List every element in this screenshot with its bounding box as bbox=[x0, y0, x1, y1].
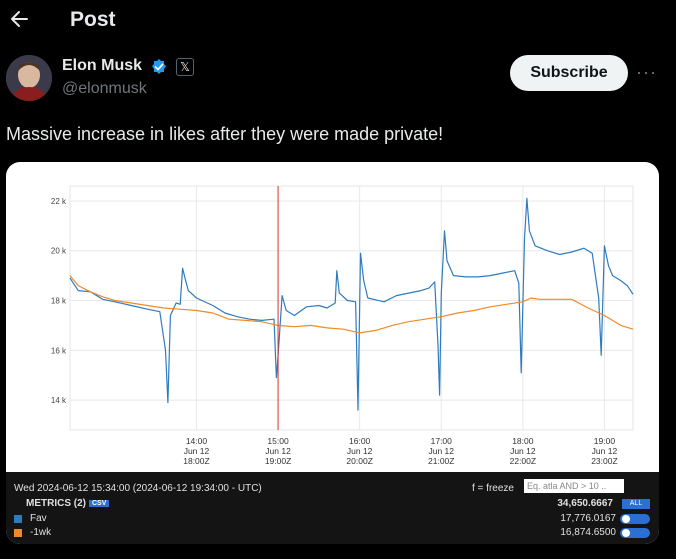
legend-row-fav[interactable]: Fav 17,776.0167 bbox=[14, 513, 654, 525]
post-media-chart[interactable]: 14 k 16 k 18 k 20 k 22 k 14:00 Jun 12 18:00Z 15:… bbox=[6, 162, 659, 544]
series-value: 17,776.0167 bbox=[560, 513, 616, 524]
1wk-swatch bbox=[14, 529, 22, 537]
y-tick-label: 16 k bbox=[51, 346, 67, 355]
series-toggle[interactable] bbox=[620, 528, 650, 538]
legend-row-1wk[interactable]: -1wk 16,874.6500 bbox=[14, 527, 654, 539]
csv-button[interactable]: CSV bbox=[89, 500, 110, 507]
x-tick-label: 18:00 bbox=[512, 436, 534, 446]
series-name: -1wk bbox=[30, 527, 52, 538]
arrow-left-icon[interactable] bbox=[8, 8, 30, 30]
x-tick-label: 23:00Z bbox=[591, 456, 617, 466]
subscribe-button[interactable]: Subscribe bbox=[510, 55, 628, 91]
metrics-label: METRICS (2) bbox=[26, 498, 86, 509]
freeze-hint: f = freeze bbox=[472, 483, 514, 494]
series-name: Fav bbox=[30, 513, 47, 524]
series-value: 16,874.6500 bbox=[560, 527, 616, 538]
author-name[interactable]: Elon Musk bbox=[62, 57, 143, 74]
verified-badge-icon bbox=[150, 58, 168, 76]
plot-area bbox=[69, 185, 634, 431]
x-tick-label: 15:00 bbox=[267, 436, 289, 446]
x-tick-label: Jun 12 bbox=[347, 446, 373, 456]
chart-legend-panel: Wed 2024-06-12 15:34:00 (2024-06-12 19:3… bbox=[6, 472, 659, 544]
author-handle[interactable]: @elonmusk bbox=[62, 80, 147, 97]
x-tick-label: 20:00Z bbox=[346, 456, 372, 466]
x-tick-label: 18:00Z bbox=[183, 456, 209, 466]
x-tick-label: 22:00Z bbox=[510, 456, 536, 466]
series-line-fav bbox=[69, 197, 634, 411]
page-title: Post bbox=[70, 8, 116, 31]
x-tick-label: Jun 12 bbox=[184, 446, 210, 456]
metrics-total: 34,650.6667 bbox=[557, 498, 613, 509]
header: Post bbox=[0, 0, 676, 44]
post-text: Massive increase in likes after they wer… bbox=[6, 124, 444, 144]
x-tick-label: Jun 12 bbox=[428, 446, 454, 456]
legend-timestamp: Wed 2024-06-12 15:34:00 (2024-06-12 19:3… bbox=[14, 483, 262, 494]
x-tick-label: 16:00 bbox=[349, 436, 371, 446]
more-horizontal-icon[interactable]: ··· bbox=[636, 62, 657, 82]
x-tick-label: 19:00 bbox=[594, 436, 616, 446]
x-tick-label: 19:00Z bbox=[265, 456, 291, 466]
x-tick-label: 17:00 bbox=[431, 436, 453, 446]
x-tick-label: Jun 12 bbox=[592, 446, 618, 456]
x-logo-icon: 𝕏 bbox=[176, 58, 194, 76]
x-tick-label: Jun 12 bbox=[265, 446, 291, 456]
y-tick-label: 14 k bbox=[51, 396, 67, 405]
metric-filter-input[interactable]: Eq. atla AND > 10 .. bbox=[524, 479, 624, 493]
series-line-1wk bbox=[69, 275, 634, 334]
fav-swatch bbox=[14, 515, 22, 523]
avatar[interactable] bbox=[6, 55, 52, 101]
x-tick-label: 21:00Z bbox=[428, 456, 454, 466]
y-tick-label: 18 k bbox=[51, 297, 67, 306]
x-tick-label: Jun 12 bbox=[510, 446, 536, 456]
y-tick-label: 20 k bbox=[51, 247, 67, 256]
x-tick-label: 14:00 bbox=[186, 436, 208, 446]
series-toggle[interactable] bbox=[620, 514, 650, 524]
y-tick-label: 22 k bbox=[51, 197, 67, 206]
all-button[interactable]: ALL bbox=[622, 499, 650, 509]
metrics-header: METRICS (2) CSV bbox=[26, 498, 110, 509]
